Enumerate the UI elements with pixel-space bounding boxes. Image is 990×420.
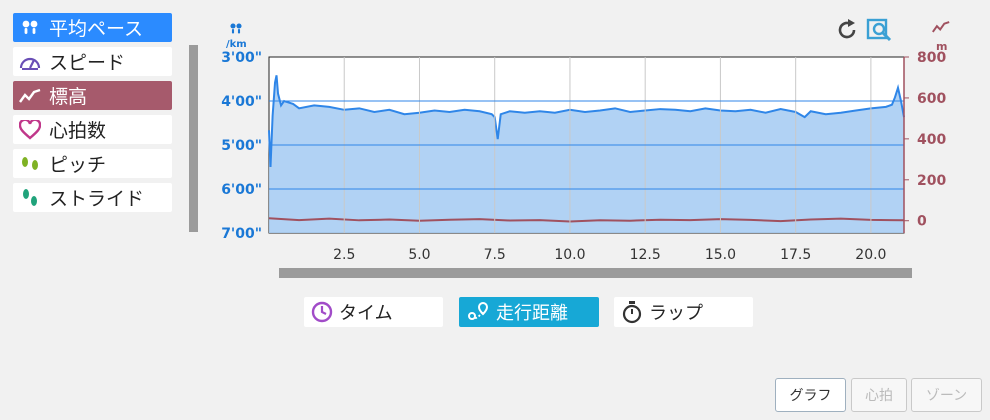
tab-distance[interactable]: 走行距離 bbox=[459, 297, 599, 327]
metric-stride-label: ストライド bbox=[49, 188, 145, 210]
mode-heart-button[interactable]: 心拍 bbox=[851, 378, 907, 412]
x-tick-label: 10.0 bbox=[554, 247, 585, 263]
metric-heart-rate-label: 心拍数 bbox=[49, 120, 107, 142]
left-tick-label: 7'00" bbox=[221, 226, 262, 242]
metric-speed-label: スピード bbox=[49, 52, 126, 74]
metric-stride[interactable]: ストライド bbox=[13, 183, 172, 212]
right-tick-label: 200 bbox=[917, 173, 946, 189]
left-tick-label: 4'00" bbox=[221, 94, 262, 110]
chart-horizontal-scrollbar[interactable] bbox=[279, 268, 912, 278]
right-tick-label: 400 bbox=[917, 132, 946, 148]
metric-cadence-label: ピッチ bbox=[49, 154, 107, 176]
tab-laps-label: ラップ bbox=[649, 303, 703, 324]
elevation-unit-label: m bbox=[936, 40, 948, 53]
x-tick-label: 20.0 bbox=[855, 247, 886, 263]
metric-pace[interactable]: 平均ペース bbox=[13, 13, 172, 42]
mode-zone-button[interactable]: ゾーン bbox=[911, 378, 982, 412]
pace-elevation-chart[interactable]: 2.5 5.0 7.5 10.0 12.5 15.0 17.5 20.0 3'00" 4'00" 5… bbox=[0, 0, 990, 270]
stride-icon bbox=[17, 188, 43, 208]
pace-axis-footprints-icon bbox=[228, 20, 244, 39]
tab-distance-label: 走行距離 bbox=[496, 303, 568, 324]
x-tick-label: 7.5 bbox=[484, 247, 506, 263]
metric-cadence[interactable]: ピッチ bbox=[13, 149, 172, 178]
x-tick-label: 5.0 bbox=[408, 247, 430, 263]
stopwatch-icon bbox=[621, 300, 643, 324]
x-tick-label: 2.5 bbox=[333, 247, 355, 263]
mode-graph-button[interactable]: グラフ bbox=[775, 378, 846, 412]
tab-time[interactable]: タイム bbox=[304, 297, 443, 327]
heart-icon bbox=[17, 119, 43, 140]
clock-icon bbox=[311, 301, 333, 323]
elevation-axis-icon bbox=[932, 19, 950, 38]
left-tick-label: 6'00" bbox=[221, 182, 262, 198]
right-tick-label: 600 bbox=[917, 91, 946, 107]
left-tick-label: 3'00" bbox=[221, 50, 262, 66]
left-tick-label: 5'00" bbox=[221, 138, 262, 154]
axis-labels: 2.5 5.0 7.5 10.0 12.5 15.0 17.5 20.0 3'00" 4'00" 5… bbox=[221, 50, 946, 263]
route-icon bbox=[466, 301, 490, 323]
speedometer-icon bbox=[17, 53, 43, 71]
metric-pace-label: 平均ペース bbox=[49, 18, 144, 40]
gridlines bbox=[269, 57, 904, 233]
cadence-icon bbox=[17, 156, 43, 172]
pace-line bbox=[268, 75, 905, 168]
metric-elevation-label: 標高 bbox=[49, 86, 88, 108]
pace-unit-label: /km bbox=[226, 39, 247, 50]
reset-zoom-icon[interactable] bbox=[835, 18, 859, 46]
tab-time-label: タイム bbox=[339, 303, 393, 324]
right-tick-label: 0 bbox=[917, 214, 927, 230]
x-tick-label: 17.5 bbox=[780, 247, 811, 263]
metric-heart-rate[interactable]: 心拍数 bbox=[13, 115, 172, 144]
x-tick-label: 12.5 bbox=[630, 247, 661, 263]
right-tick-label: 800 bbox=[917, 50, 946, 66]
x-tick-label: 15.0 bbox=[705, 247, 736, 263]
zoom-icon[interactable] bbox=[866, 17, 894, 47]
metric-speed[interactable]: スピード bbox=[13, 47, 172, 76]
tab-laps[interactable]: ラップ bbox=[614, 297, 753, 327]
pace-area bbox=[269, 75, 904, 233]
metric-list-scrollbar[interactable] bbox=[189, 45, 198, 232]
elevation-icon bbox=[17, 88, 43, 104]
footprints-icon bbox=[17, 20, 43, 36]
metric-elevation[interactable]: 標高 bbox=[13, 81, 172, 110]
